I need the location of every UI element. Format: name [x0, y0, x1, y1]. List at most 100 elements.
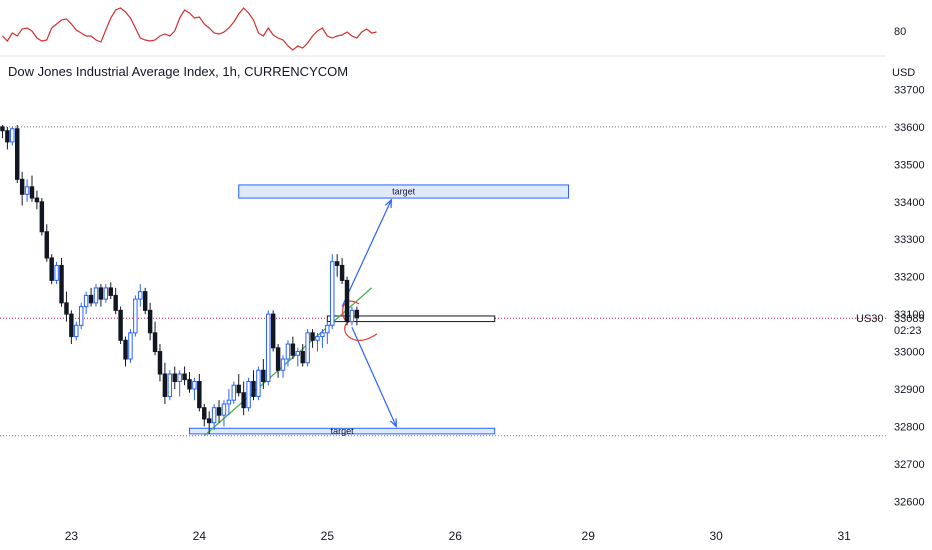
chart-title: Dow Jones Industrial Average Index, 1h, …	[8, 64, 349, 79]
price-tick-label: 33400	[894, 197, 925, 209]
candle-body	[280, 358, 286, 371]
candle-body	[315, 336, 320, 341]
time-axis[interactable]: 23 24 25 26 29 30 31	[65, 529, 851, 543]
candle-body	[197, 380, 202, 409]
arrow-down	[351, 326, 397, 427]
candle-body	[93, 287, 99, 304]
upper-target-zone-label: target	[392, 187, 416, 197]
candle-body	[39, 201, 45, 233]
currency-label: USD	[892, 67, 915, 79]
candle-body	[138, 291, 143, 300]
candle-body	[69, 313, 74, 338]
candle-body	[216, 407, 222, 416]
lower-target-zone	[189, 427, 496, 435]
candle-body	[256, 369, 261, 397]
candle-body	[118, 309, 123, 341]
arrow-down-head	[389, 418, 397, 428]
candle-body	[59, 264, 64, 304]
price-tick-label: 33200	[894, 272, 925, 284]
candle-body	[0, 126, 5, 132]
last-price-label: 33089	[894, 313, 925, 325]
candle-body	[142, 291, 148, 311]
symbol-label: US30	[856, 313, 884, 325]
candle-body	[19, 178, 25, 195]
candle-body	[349, 309, 355, 323]
price-axis[interactable]: USD 80 33700 33600 33500 33400 33300 33200 331…	[856, 26, 925, 508]
candle-body	[285, 343, 291, 360]
candle-body	[334, 261, 340, 266]
candle-body	[103, 287, 109, 300]
candle-body	[74, 324, 79, 338]
candle-body	[325, 324, 330, 334]
candle-body	[113, 294, 118, 311]
price-tick-label: 32600	[894, 496, 925, 508]
price-tick-label: 32900	[894, 384, 925, 396]
candle-body	[236, 384, 241, 394]
grid	[0, 126, 886, 437]
candle-body	[49, 257, 54, 281]
candle-body	[305, 332, 310, 364]
candle-body	[295, 351, 301, 356]
time-tick-label: 30	[710, 529, 724, 543]
candle-body	[182, 373, 187, 381]
candle-body	[261, 369, 266, 382]
candle-body	[226, 399, 232, 405]
candle-body	[172, 373, 177, 382]
price-tick-label: 33300	[894, 234, 925, 246]
candle-body	[339, 264, 345, 281]
candles[interactable]	[0, 125, 360, 434]
candle-body	[147, 309, 153, 334]
candle-body	[211, 407, 217, 424]
candle-body	[54, 264, 59, 281]
upper-target-zone	[238, 184, 570, 199]
candle-body	[202, 407, 207, 420]
candle-body	[275, 347, 281, 371]
candle-body	[300, 351, 305, 364]
candle-body	[290, 343, 296, 356]
candle-body	[98, 287, 104, 300]
price-tick-label: 32700	[894, 459, 925, 471]
candle-body	[221, 403, 227, 416]
candle-body	[24, 186, 30, 195]
candle-body	[5, 130, 10, 143]
indicator-line	[2, 7, 377, 51]
time-tick-label: 25	[321, 529, 335, 543]
candle-body	[34, 197, 40, 203]
time-tick-label: 23	[65, 529, 79, 543]
price-tick-label: 32800	[894, 421, 925, 433]
annotations[interactable]: target target	[189, 184, 570, 437]
price-tick-label: 33500	[894, 159, 925, 171]
candle-body	[88, 294, 94, 304]
candle-body	[344, 279, 350, 323]
candle-body	[44, 231, 49, 259]
position-box	[326, 315, 496, 323]
candle-body	[246, 380, 251, 409]
candle-body	[177, 373, 182, 382]
price-tick-label: 33700	[894, 84, 925, 96]
arrow-up-head	[384, 198, 392, 208]
lower-target-zone-label: target	[331, 426, 355, 436]
indicator-pane	[0, 7, 886, 57]
candle-body	[162, 373, 168, 397]
price-tick-label: 33600	[894, 122, 925, 134]
candle-body	[64, 302, 69, 315]
candle-body	[206, 418, 212, 424]
candle-body	[10, 128, 15, 143]
candle-body	[123, 339, 128, 360]
indicator-tick-label: 80	[894, 26, 906, 38]
time-tick-label: 29	[582, 529, 596, 543]
candle-body	[78, 306, 84, 326]
candle-body	[15, 128, 20, 180]
candle-body	[157, 351, 163, 375]
time-tick-label: 26	[449, 529, 463, 543]
candle-body	[152, 332, 158, 353]
candle-body	[330, 261, 335, 326]
candle-body	[251, 380, 256, 397]
candle-body	[270, 313, 276, 349]
countdown-label: 02:23	[894, 325, 922, 337]
price-tick-label: 33000	[894, 347, 925, 359]
candle-body	[108, 287, 113, 296]
candle-body	[29, 186, 35, 199]
candle-body	[83, 294, 89, 308]
